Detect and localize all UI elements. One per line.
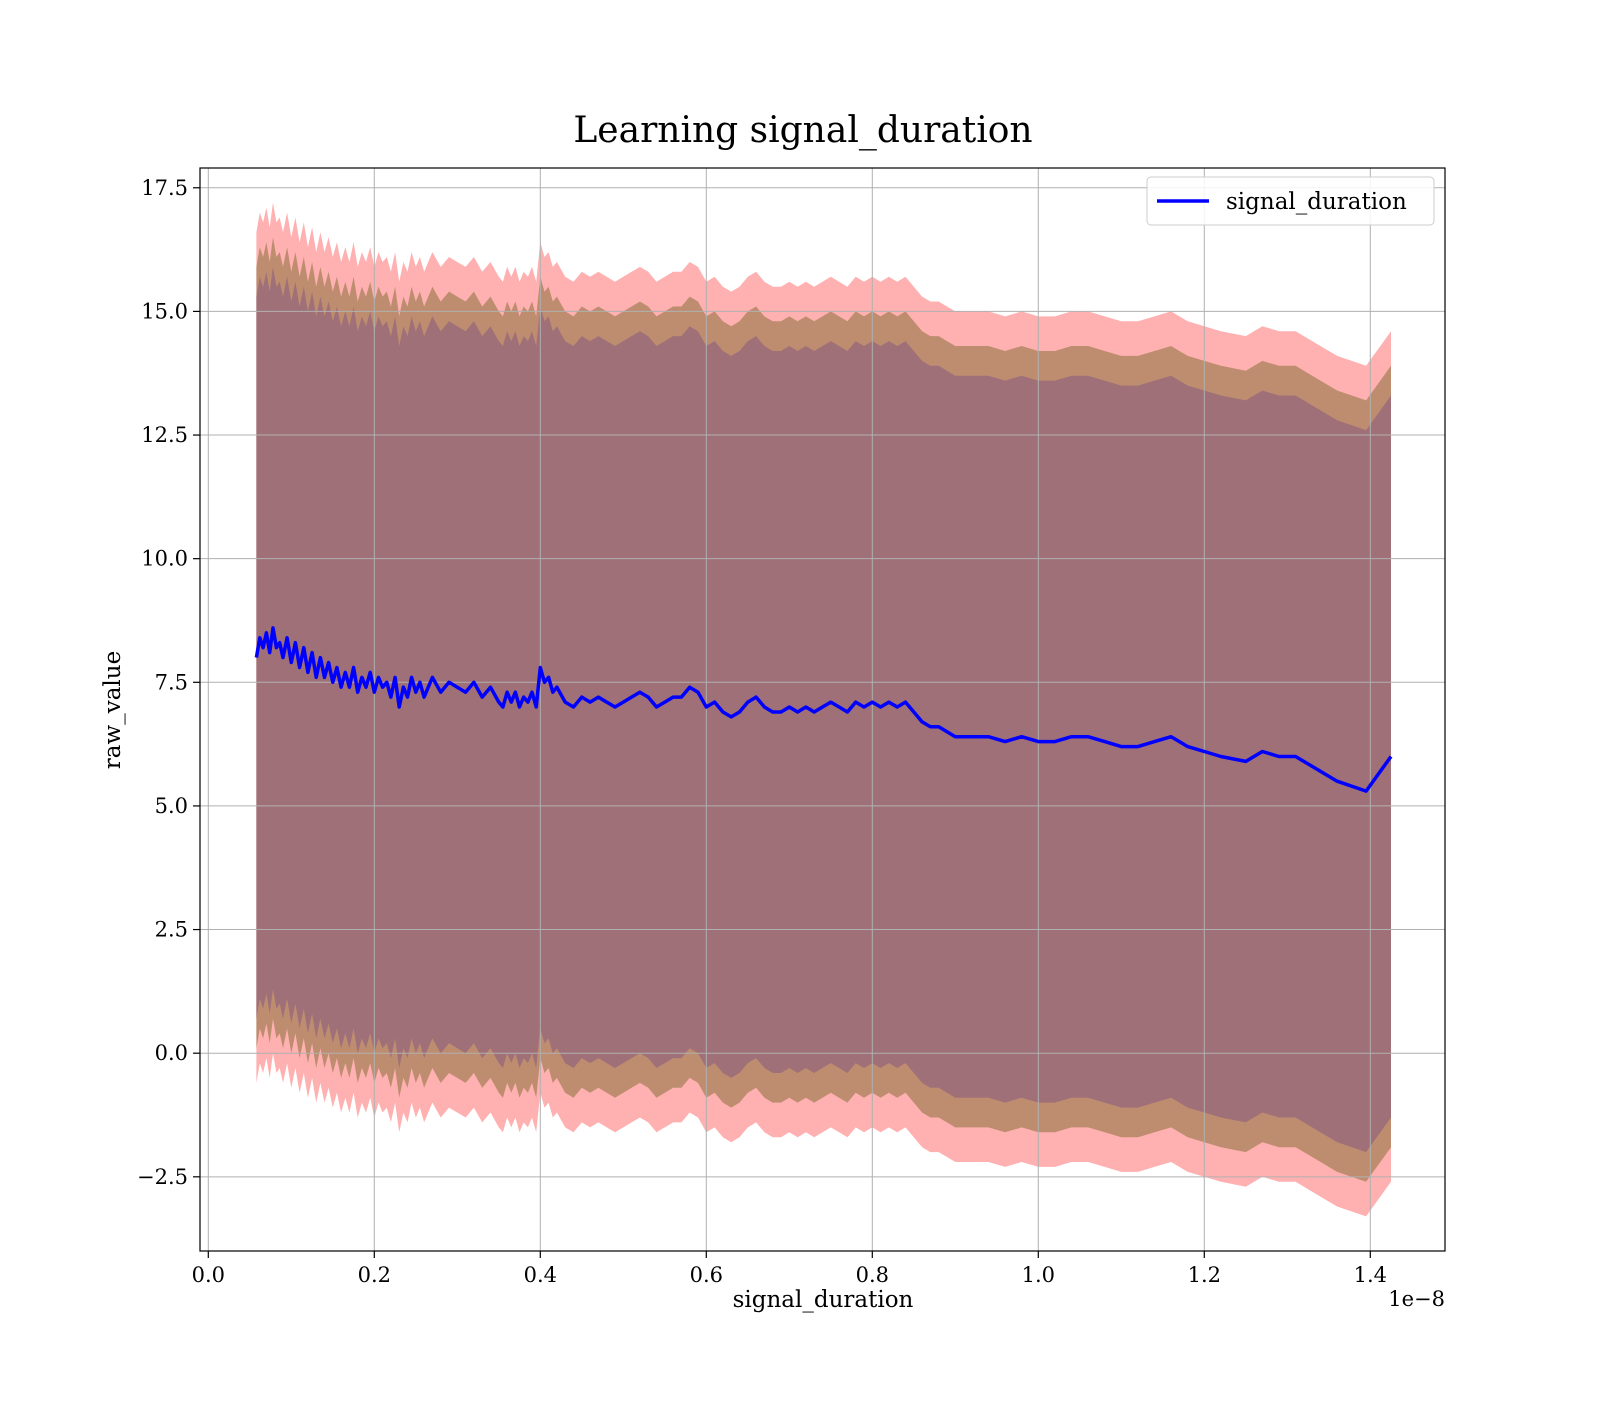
plot-frame [199, 167, 1446, 1252]
x-tick-label: 0.0 [192, 1263, 225, 1287]
x-tick-label: 0.4 [524, 1263, 557, 1287]
x-tick-label: 0.2 [358, 1263, 391, 1287]
y-tick-label: −2.5 [137, 1165, 188, 1189]
series-line-signal-duration [254, 626, 1393, 793]
legend-box [1146, 176, 1435, 226]
band-inner [256, 266, 1391, 1153]
x-tick-label: 0.6 [690, 1263, 723, 1287]
x-tick-label: 1.0 [1022, 1263, 1055, 1287]
y-axis-title: raw_value [100, 651, 126, 769]
x-tick-label: 1.2 [1188, 1263, 1221, 1287]
x-axis-offset-label: 1e−8 [1388, 1287, 1445, 1311]
x-tick-label: 1.4 [1354, 1263, 1387, 1287]
y-tick-label: 10.0 [141, 547, 188, 571]
x-tick-label: 0.8 [856, 1263, 889, 1287]
confidence-bands [256, 202, 1391, 1217]
legend: signal_duration [1146, 176, 1435, 226]
chart-title: Learning signal_duration [573, 110, 1032, 151]
y-tick-label: 2.5 [155, 918, 188, 942]
y-tick-label: 12.5 [141, 423, 188, 447]
y-tick-label: 5.0 [155, 794, 188, 818]
series-line-layer [254, 626, 1393, 793]
y-tick-label: 15.0 [141, 299, 188, 323]
legend-label: signal_duration [1226, 189, 1407, 215]
x-axis-title: signal_duration [733, 1287, 914, 1313]
y-tick-label: 7.5 [155, 670, 188, 694]
y-axis-ticks: −2.5 0.0 2.5 5.0 7.5 10.0 12.5 15.0 17.5 [137, 176, 200, 1189]
x-axis-ticks: 0.0 0.2 0.4 0.6 0.8 1.0 1.2 1.4 [192, 1251, 1387, 1287]
grid-lines [200, 168, 1445, 1251]
y-tick-label: 17.5 [141, 176, 188, 200]
y-tick-label: 0.0 [155, 1041, 188, 1065]
